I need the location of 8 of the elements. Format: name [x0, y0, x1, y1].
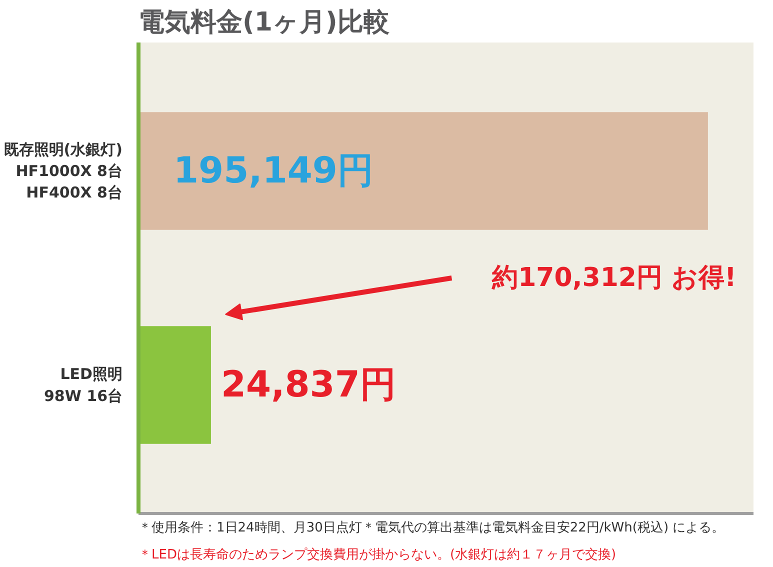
annotation: 約170,312円 お得!: [491, 263, 736, 293]
y-tick-label: 既存照明(水銀灯) HF1000X 8台 HF400X 8台: [4, 140, 123, 202]
text: ＊LEDは長寿命のためランプ交換費用が掛からない。(水銀灯は約１７ヶ月で交換): [138, 546, 616, 562]
text: ＊使用条件：1日24時間、月30日点灯＊電気代の算出基準は電気料金目安22円/kWh(税込) による。: [138, 520, 725, 536]
data-label: 195,149円: [174, 150, 374, 192]
y-tick-label: LED照明 98W 16台: [44, 365, 123, 405]
data-label: 24,837円: [220, 364, 396, 406]
chart-title: 電気料金(1ヶ月)比較: [138, 8, 390, 38]
